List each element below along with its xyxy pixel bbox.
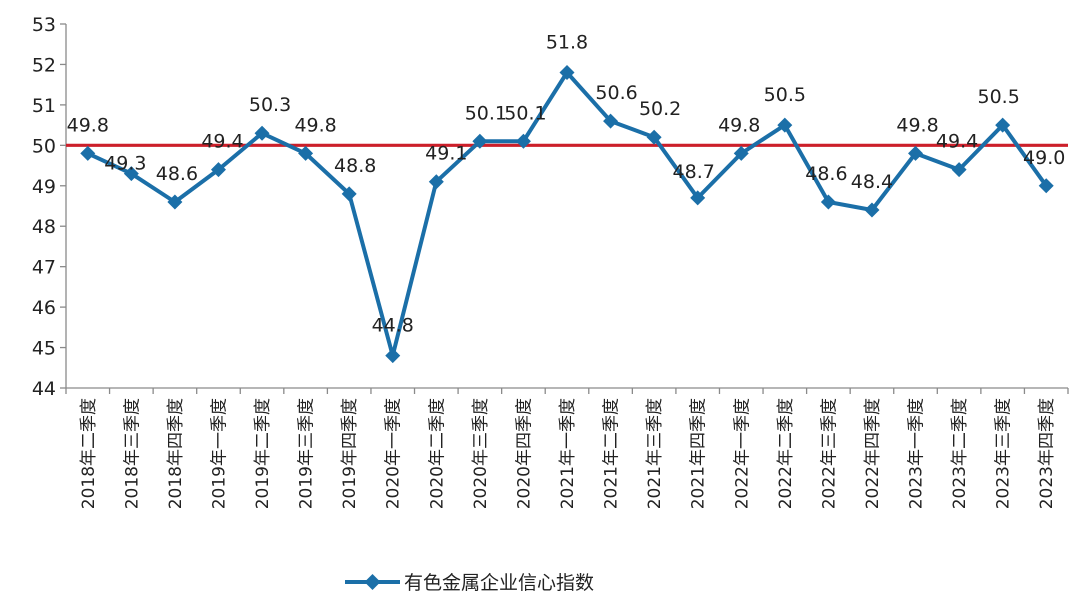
y-tick-label: 47 [32, 257, 56, 279]
data-point [385, 348, 401, 364]
data-point [951, 162, 967, 178]
data-point [123, 166, 139, 182]
x-tick-label: 2022年三季度 [819, 398, 839, 509]
y-tick-label: 52 [32, 54, 56, 76]
data-point [472, 133, 488, 149]
data-point [515, 133, 531, 149]
x-tick-label: 2023年一季度 [907, 398, 927, 509]
data-label: 50.3 [249, 94, 291, 116]
y-tick-label: 50 [32, 135, 56, 157]
data-label: 49.3 [104, 153, 146, 175]
data-point [733, 145, 749, 161]
data-point [690, 190, 706, 206]
data-point [777, 117, 793, 133]
y-tick-label: 46 [32, 297, 56, 319]
y-tick-label: 44 [32, 378, 56, 400]
data-point [167, 194, 183, 210]
data-label: 48.6 [156, 163, 198, 185]
x-tick-label: 2020年三季度 [471, 398, 491, 509]
x-tick-label: 2018年二季度 [79, 398, 99, 509]
chart-axes [65, 24, 1068, 389]
x-tick-label: 2018年三季度 [122, 398, 142, 509]
data-label: 50.1 [465, 102, 507, 124]
data-label: 48.8 [334, 155, 376, 177]
data-label: 48.4 [851, 171, 893, 193]
data-label: 48.6 [805, 163, 847, 185]
legend: 有色金属企业信心指数 [345, 572, 594, 594]
data-point [254, 125, 270, 141]
y-tick-label: 53 [32, 14, 56, 36]
data-label: 49.0 [1023, 147, 1065, 169]
y-tick-label: 51 [32, 95, 56, 117]
data-label: 44.8 [372, 315, 414, 337]
x-tick-label: 2022年四季度 [863, 398, 883, 509]
data-label: 50.2 [639, 98, 681, 120]
data-point [428, 174, 444, 190]
data-label: 49.8 [718, 114, 760, 136]
x-tick-label: 2019年一季度 [209, 398, 229, 509]
x-tick-label: 2021年四季度 [689, 398, 709, 509]
data-label: 50.5 [764, 84, 806, 106]
x-tick-label: 2019年二季度 [253, 398, 273, 509]
data-point [559, 65, 575, 81]
x-tick-label: 2023年三季度 [994, 398, 1014, 509]
x-tick-label: 2019年三季度 [297, 398, 317, 509]
data-label: 50.1 [504, 102, 546, 124]
legend-label: 有色金属企业信心指数 [404, 572, 594, 594]
markers-group [80, 65, 1054, 364]
x-tick-label: 2018年四季度 [166, 398, 186, 509]
data-point [210, 162, 226, 178]
data-point [995, 117, 1011, 133]
data-label: 49.8 [896, 114, 938, 136]
y-tick-label: 48 [32, 216, 56, 238]
data-point [1038, 178, 1054, 194]
data-point [603, 113, 619, 129]
data-point [80, 145, 96, 161]
data-point [820, 194, 836, 210]
x-tick-label: 2020年一季度 [384, 398, 404, 509]
x-tick-label: 2020年四季度 [514, 398, 534, 509]
data-labels-group: 49.849.3 48.649.450.349.848.844.849.150.1… [67, 32, 1066, 337]
data-label: 49.8 [294, 114, 336, 136]
x-tick-label: 2021年一季度 [558, 398, 578, 509]
x-axis-ticks: 2018年二季度 2018年三季度 2018年四季度 2019年一季度 2019年二季度… [65, 388, 1069, 509]
x-tick-label: 2022年一季度 [732, 398, 752, 509]
x-tick-label: 2019年四季度 [340, 398, 360, 509]
x-tick-label: 2022年二季度 [776, 398, 796, 509]
data-point [864, 202, 880, 218]
y-tick-label: 49 [32, 176, 56, 198]
x-tick-label: 2020年二季度 [427, 398, 447, 509]
x-tick-label: 2023年四季度 [1037, 398, 1057, 509]
x-tick-label: 2021年三季度 [645, 398, 665, 509]
data-label: 51.8 [546, 32, 588, 54]
data-label: 49.8 [67, 114, 109, 136]
data-label: 48.7 [673, 161, 715, 183]
y-tick-label: 45 [32, 338, 56, 360]
data-label: 50.6 [595, 82, 637, 104]
data-label: 50.5 [977, 86, 1019, 108]
data-label: 49.4 [201, 131, 243, 153]
x-tick-label: 2023年二季度 [950, 398, 970, 509]
y-axis-ticks: 44 45 46 47 48 49 50 51 52 53 [32, 14, 66, 400]
data-point [908, 145, 924, 161]
data-label: 49.1 [425, 143, 467, 165]
legend-marker [364, 574, 381, 590]
data-label: 49.4 [936, 131, 978, 153]
data-point [341, 186, 357, 202]
x-tick-label: 2021年二季度 [602, 398, 622, 509]
data-point [646, 129, 662, 145]
data-point [298, 145, 314, 161]
